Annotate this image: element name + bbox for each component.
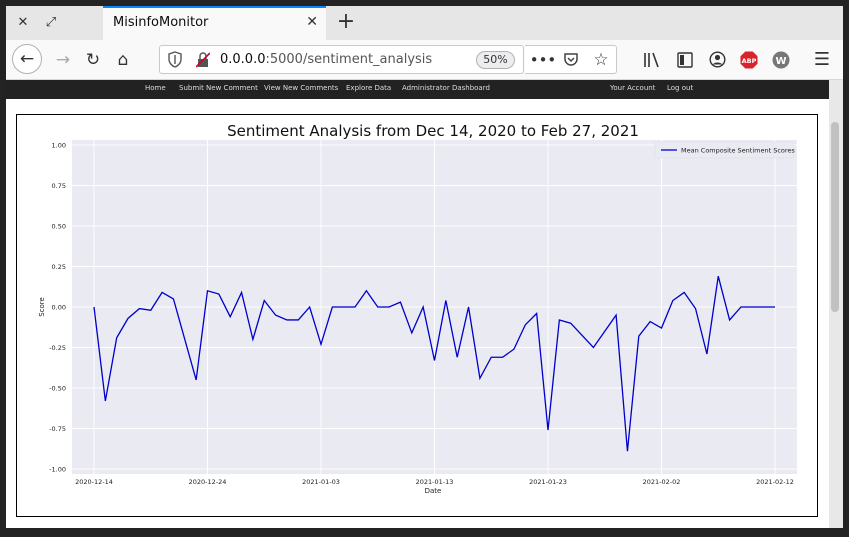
reload-icon[interactable]: ↻ [85, 50, 101, 70]
tab-title: MisinfoMonitor [113, 15, 209, 30]
ext-label: W [775, 56, 786, 67]
y-tick-label: 0.25 [52, 263, 66, 271]
x-tick-label: 2020-12-24 [189, 478, 227, 486]
tab-strip: ✕ ⤢ MisinfoMonitor ✕ + [6, 6, 843, 40]
w-icon[interactable]: W [772, 51, 790, 69]
y-tick-label: -0.50 [49, 384, 66, 392]
y-tick-label: -0.75 [49, 425, 66, 433]
nav-link-home[interactable]: Home [145, 84, 166, 92]
url-path: :5000/sentiment_analysis [265, 52, 433, 67]
chart-title: Sentiment Analysis from Dec 14, 2020 to … [227, 122, 639, 140]
abp-label: ABP [742, 57, 757, 65]
account-icon[interactable] [709, 51, 726, 68]
zoom-indicator[interactable]: 50% [476, 51, 515, 69]
chart-container: Sentiment Analysis from Dec 14, 2020 to … [16, 114, 818, 517]
y-axis-label: Score [38, 297, 46, 317]
hamburger-icon[interactable]: ☰ [813, 49, 831, 70]
x-tick-label: 2020-12-14 [75, 478, 113, 486]
tab-close-icon[interactable]: ✕ [306, 14, 318, 30]
x-axis-label: Date [425, 487, 442, 495]
site-navbar: Home Submit New Comment View New Comment… [6, 80, 829, 99]
x-tick-label: 2021-01-23 [529, 478, 567, 486]
arrow-left-icon[interactable]: ← [12, 44, 42, 74]
shield-icon[interactable] [168, 51, 182, 68]
y-tick-label: -1.00 [49, 465, 66, 473]
series-line [93, 276, 775, 452]
star-icon[interactable]: ☆ [593, 50, 609, 70]
arrow-right-icon[interactable]: → [55, 50, 71, 70]
url-text: 0.0.0.0:5000/sentiment_analysis [220, 52, 432, 67]
x-tick-label: 2021-02-02 [643, 478, 681, 486]
x-tick-label: 2021-02-12 [756, 478, 794, 486]
y-tick-label: 0.75 [52, 182, 66, 190]
url-host: 0.0.0.0 [220, 52, 266, 67]
page-actions: ••• ☆ [525, 45, 617, 74]
pocket-icon[interactable] [563, 52, 579, 68]
y-axis-ticks: 1.00 0.75 0.50 0.25 0.00 -0.25 -0.50 -0.75 -1.00 [49, 141, 66, 473]
legend: Mean Composite Sentiment Scores [654, 141, 795, 159]
more-icon[interactable]: ••• [529, 51, 557, 69]
x-tick-label: 2021-01-03 [302, 478, 340, 486]
navigation-bar: ← → ↻ ⌂ 0.0.0.0:5000/sentiment_analysis … [6, 40, 843, 80]
resize-icon[interactable]: ⤢ [45, 15, 57, 30]
nav-link-log-out[interactable]: Log out [667, 84, 694, 92]
tab-misinfomonitor[interactable]: MisinfoMonitor ✕ [103, 6, 326, 40]
nav-link-explore-data[interactable]: Explore Data [346, 84, 392, 92]
legend-label: Mean Composite Sentiment Scores [681, 147, 795, 155]
url-bar[interactable]: 0.0.0.0:5000/sentiment_analysis 50% [159, 45, 524, 74]
y-tick-label: -0.25 [49, 344, 66, 352]
y-tick-label: 0.50 [52, 222, 66, 230]
nav-link-your-account[interactable]: Your Account [610, 84, 656, 92]
abp-icon[interactable]: ABP [740, 51, 758, 69]
insecure-lock-icon[interactable] [196, 52, 210, 68]
nav-link-admin-dashboard[interactable]: Administrator Dashboard [402, 84, 490, 92]
x-tick-label: 2021-01-13 [416, 478, 454, 486]
scrollbar-thumb[interactable] [831, 122, 839, 312]
scrollbar[interactable] [829, 80, 843, 528]
x-axis-ticks: 2020-12-14 2020-12-24 2021-01-03 2021-01-13… [75, 478, 794, 486]
nav-link-view-new-comments[interactable]: View New Comments [264, 84, 339, 92]
library-icon[interactable] [643, 52, 661, 68]
home-icon[interactable]: ⌂ [117, 50, 129, 70]
sentiment-chart: Sentiment Analysis from Dec 14, 2020 to … [38, 122, 797, 495]
close-icon[interactable]: ✕ [17, 15, 29, 30]
y-tick-label: 0.00 [52, 303, 66, 311]
nav-link-submit-new-comment[interactable]: Submit New Comment [179, 84, 258, 92]
plus-icon[interactable]: + [336, 9, 356, 34]
sidebar-icon[interactable] [677, 52, 693, 68]
y-tick-label: 1.00 [52, 141, 66, 149]
page-content: Home Submit New Comment View New Comment… [6, 80, 829, 528]
